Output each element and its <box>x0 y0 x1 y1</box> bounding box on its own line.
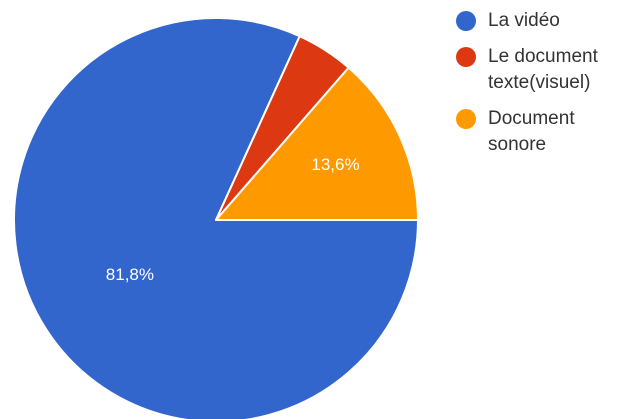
legend-swatch-document-texte <box>456 47 476 67</box>
pie-slice-document-sonore[interactable] <box>215 66 419 221</box>
slice-label-document-sonore: 13,6% <box>311 155 359 174</box>
legend-swatch-document-sonore <box>456 109 476 129</box>
legend-item-document-texte[interactable]: Le document texte(visuel) <box>454 44 621 96</box>
legend-item-video[interactable]: La vidéo <box>454 8 621 34</box>
legend-label-document-sonore-line-1: Document <box>488 108 575 129</box>
legend-label-document-texte-line-1: Le document <box>488 46 598 67</box>
legend-label-video-line-1: La vidéo <box>488 10 560 31</box>
slice-label-video: 81,8% <box>106 265 154 284</box>
legend-label-document-texte-line-2: texte(visuel) <box>488 72 591 93</box>
legend-swatch-video <box>456 11 476 31</box>
legend-label-document-sonore-line-2: sonore <box>488 134 547 155</box>
chart-legend: La vidéo Le document texte(visuel) Docum… <box>454 8 621 168</box>
legend-item-document-sonore[interactable]: Document sonore <box>454 106 621 158</box>
